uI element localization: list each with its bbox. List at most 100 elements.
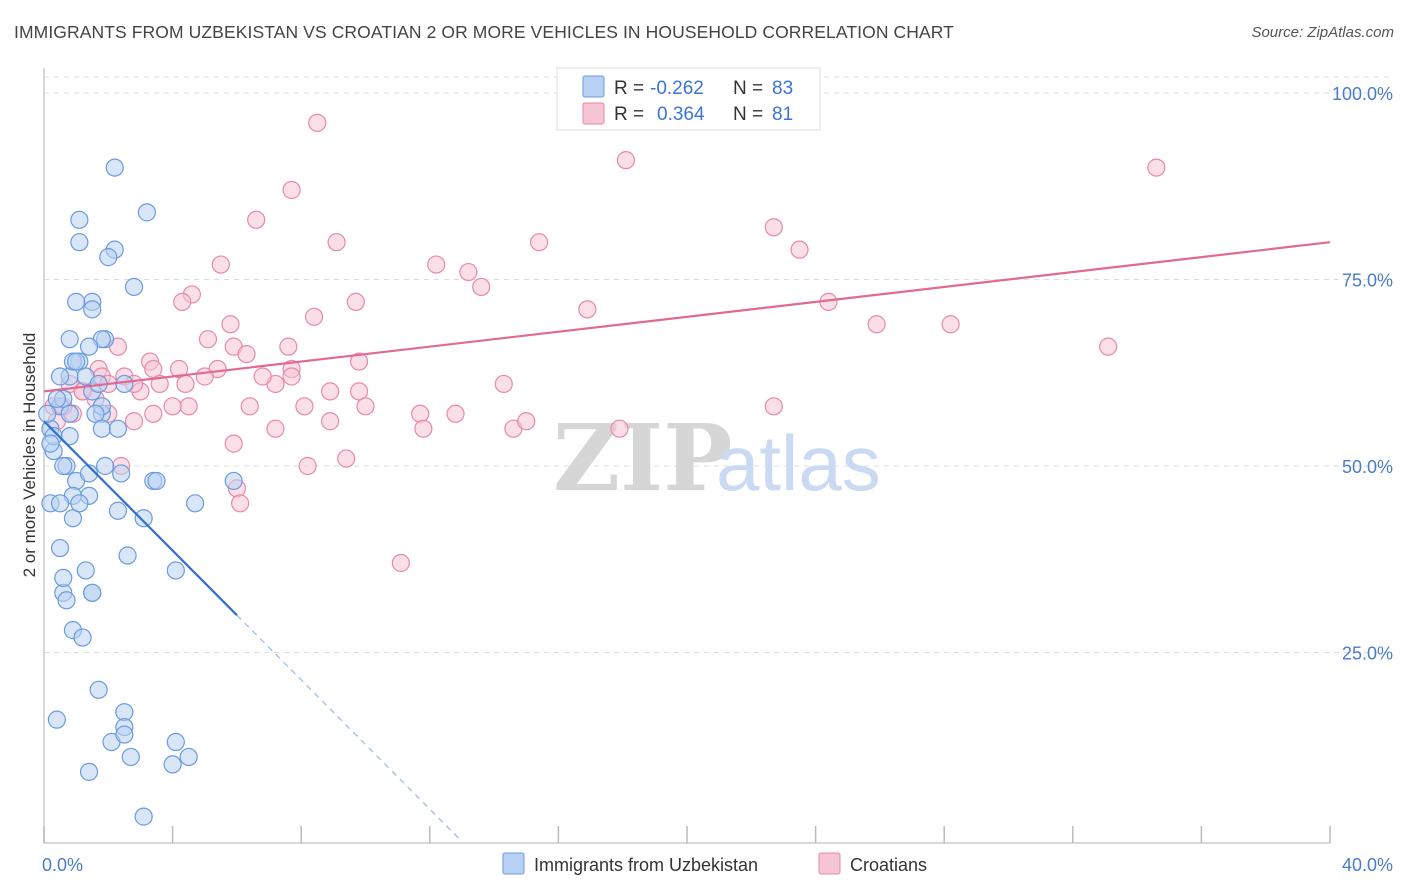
croatians-point	[176, 374, 195, 394]
croatians-point	[517, 412, 536, 431]
legend-label-uzbekistan: Immigrants from Uzbekistan	[534, 855, 758, 875]
uzbekistan-trend-line-extension	[236, 614, 463, 842]
croatians-point	[391, 553, 410, 573]
croatians-point	[150, 374, 169, 394]
uzbekistan-point	[105, 158, 124, 177]
uzbekistan-point	[47, 710, 66, 729]
uzbekistan-point	[121, 747, 140, 767]
croatians-point	[240, 397, 259, 416]
uzbekistan-point	[147, 471, 166, 491]
uzbekistan-point	[112, 464, 131, 483]
croatians-point	[253, 367, 272, 386]
uzbekistan-point	[54, 568, 73, 588]
croatians-point	[941, 315, 960, 334]
chart-title: IMMIGRANTS FROM UZBEKISTAN VS CROATIAN 2…	[14, 22, 954, 42]
uzbekistan-point	[83, 300, 102, 319]
stats-r-value-blue: -0.262	[650, 78, 704, 99]
uzbekistan-point	[76, 561, 95, 580]
uzbekistan-point	[57, 591, 76, 610]
uzbekistan-point	[50, 367, 70, 386]
uzbekistan-point	[137, 203, 156, 222]
watermark-atlas: atlas	[716, 419, 881, 507]
croatians-point	[279, 337, 298, 356]
croatians-point	[459, 262, 478, 282]
y-tick-label: 50.0%	[1342, 457, 1393, 477]
y-tick-label: 25.0%	[1342, 644, 1393, 664]
croatians-point	[530, 233, 549, 252]
croatians-point	[304, 307, 324, 326]
croatians-point	[237, 345, 256, 364]
source-label: Source: ZipAtlas.com	[1251, 24, 1394, 41]
uzbekistan-point	[70, 233, 89, 252]
uzbekistan-point	[163, 755, 182, 774]
uzbekistan-point	[108, 501, 128, 520]
croatians-point	[198, 330, 218, 349]
croatians-point	[446, 404, 465, 423]
watermark: ZIP atlas	[553, 404, 881, 512]
uzbekistan-point	[70, 494, 89, 513]
uzbekistan-point	[60, 404, 79, 423]
y-tick-label: 75.0%	[1342, 271, 1393, 291]
stats-n-value-pink: 81	[772, 104, 793, 125]
legend-swatch-croatians	[818, 852, 841, 875]
croatians-point	[221, 315, 240, 334]
uzbekistan-point	[47, 389, 66, 408]
croatians-point	[494, 374, 513, 394]
x-tick-label: 40.0%	[1342, 855, 1393, 875]
croatians-point	[321, 382, 340, 401]
croatians-point	[867, 315, 886, 334]
uzbekistan-point	[118, 546, 137, 565]
croatians-point	[764, 218, 783, 237]
uzbekistan-point	[134, 509, 153, 528]
x-ticks	[43, 826, 1331, 843]
stats-r-label-blue: R =	[614, 78, 644, 99]
uzbekistan-point	[89, 680, 108, 699]
uzbekistan-point	[50, 538, 70, 558]
croatians-point	[295, 397, 314, 416]
uzbekistan-point	[79, 762, 99, 781]
croatians-point	[173, 292, 192, 311]
uzbekistan-point	[99, 248, 118, 267]
stats-legend: R = -0.262 N = 83 R = 0.364 N = 81	[556, 67, 821, 131]
uzbekistan-point	[166, 732, 185, 752]
stats-n-label-blue: N =	[733, 78, 763, 99]
uzbekistan-point	[95, 456, 115, 476]
uzbekistan-point	[38, 404, 57, 423]
croatians-point	[764, 397, 783, 416]
croatians-point	[1147, 158, 1166, 177]
uzbekistan-point	[60, 330, 79, 349]
croatians-point	[224, 434, 243, 453]
y-axis-title: 2 or more Vehicles in Household	[20, 333, 39, 578]
series-legend: Immigrants from Uzbekistan Croatians	[502, 852, 927, 875]
stats-n-value-blue: 83	[772, 78, 793, 99]
uzbekistan-point	[50, 494, 70, 513]
croatians-point	[298, 456, 317, 476]
croatians-point	[427, 255, 446, 274]
uzbekistan-point	[54, 456, 73, 476]
stats-swatch-blue	[582, 75, 605, 98]
uzbekistan-points	[38, 158, 243, 826]
y-tick-label: 100.0%	[1332, 84, 1393, 104]
uzbekistan-point	[186, 494, 205, 513]
croatians-point	[337, 449, 356, 468]
croatians-point	[231, 494, 250, 513]
croatians-trend-line	[43, 241, 1331, 393]
croatians-point	[790, 240, 809, 259]
croatians-point	[610, 419, 629, 438]
x-tick-labels: 0.0% 40.0%	[42, 855, 1393, 875]
croatians-point	[211, 255, 230, 274]
uzbekistan-point	[115, 725, 134, 744]
uzbekistan-point	[70, 210, 89, 229]
croatians-point	[616, 151, 636, 170]
uzbekistan-point	[92, 419, 111, 438]
croatians-point	[346, 292, 365, 311]
uzbekistan-point	[179, 747, 198, 767]
croatians-point	[179, 397, 198, 416]
croatians-point	[266, 419, 285, 438]
uzbekistan-point	[224, 471, 243, 491]
uzbekistan-point	[134, 807, 153, 826]
uzbekistan-point	[166, 561, 185, 580]
legend-swatch-uzbekistan	[502, 852, 525, 875]
uzbekistan-trend-line	[43, 420, 238, 616]
stats-n-label-pink: N =	[733, 104, 763, 125]
